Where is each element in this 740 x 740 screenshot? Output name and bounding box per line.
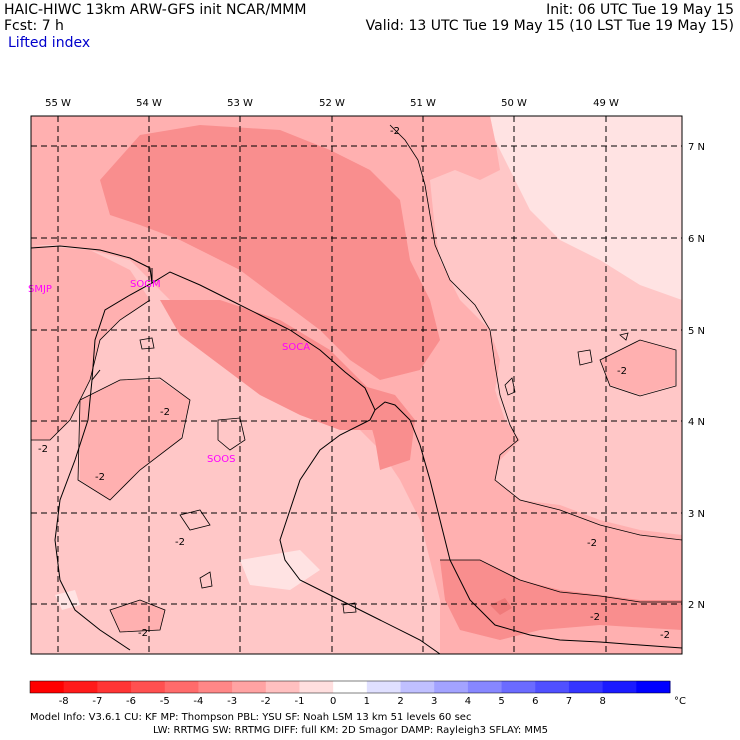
coastline-borders — [31, 245, 682, 654]
contour-label: -2 — [38, 444, 48, 455]
lon-label: 54 W — [136, 98, 162, 109]
colorbar-swatch — [299, 681, 334, 693]
contour-label-group: -2 -2 -2 -2 -2 -2 -2 -2 -2 -2 — [38, 126, 670, 641]
longitude-label-group: 55 W 54 W 53 W 52 W 51 W 50 W 49 W — [45, 98, 619, 109]
contour-label: -2 — [617, 366, 627, 377]
field-level-medium-w — [31, 245, 150, 440]
colorbar-swatch — [63, 681, 98, 693]
lat-label: 3 N — [688, 509, 705, 520]
field-name: Lifted index — [8, 35, 91, 51]
colorbar-tick-label: -8 — [59, 696, 69, 707]
field-level-dark-s — [440, 560, 682, 640]
shaded-field — [31, 116, 682, 654]
colorbar-swatch — [232, 681, 267, 693]
contour-label: -2 — [390, 126, 400, 137]
lat-label: 7 N — [688, 142, 705, 153]
contour-label: -2 — [587, 538, 597, 549]
field-level-dark-n — [100, 125, 440, 380]
lat-label: 5 N — [688, 326, 705, 337]
lon-label: 53 W — [227, 98, 253, 109]
field-level-medium-sw — [80, 380, 190, 500]
contour-label: -2 — [138, 628, 148, 639]
lat-label: 4 N — [688, 417, 705, 428]
colorbar-swatch — [97, 681, 132, 693]
colorbar-swatch — [535, 681, 570, 693]
lon-label: 55 W — [45, 98, 71, 109]
colorbar-swatch — [636, 681, 671, 693]
lat-lon-grid — [31, 116, 682, 654]
model-info-line2: LW: RRTMG SW: RRTMG DIFF: full KM: 2D Sm… — [153, 725, 549, 736]
colorbar-tick-label: -4 — [193, 696, 203, 707]
lon-label: 52 W — [319, 98, 345, 109]
station-label-smjp: SMJP — [28, 284, 52, 295]
map-frame — [30, 115, 683, 655]
contour-label: -2 — [175, 537, 185, 548]
colorbar-swatch — [131, 681, 166, 693]
field-level-medium-e — [600, 340, 675, 395]
lat-label: 2 N — [688, 600, 705, 611]
contour-label: -2 — [95, 472, 105, 483]
model-title: HAIC-HIWC 13km ARW-GFS init NCAR/MMM — [4, 2, 307, 18]
station-label-soos: SOOS — [207, 454, 235, 465]
model-info-line1: Model Info: V3.6.1 CU: KF MP: Thompson P… — [30, 712, 472, 723]
colorbar-tick-label: -7 — [92, 696, 102, 707]
contour-label: -2 — [660, 630, 670, 641]
field-level-verylight-ne — [490, 116, 682, 300]
colorbar-tick-label: -5 — [160, 696, 170, 707]
colorbar-tick-label: 7 — [566, 696, 572, 707]
colorbar-tick-label: -1 — [294, 696, 304, 707]
colorbar-tick-label: 1 — [364, 696, 370, 707]
contour-lines — [31, 124, 682, 633]
contour-label: -2 — [590, 612, 600, 623]
init-time: Init: 06 UTC Tue 19 May 15 — [546, 2, 734, 18]
colorbar-tick-label: -2 — [261, 696, 271, 707]
colorbar-swatch — [265, 681, 300, 693]
colorbar-swatch — [501, 681, 536, 693]
colorbar-outline — [29, 680, 671, 694]
colorbar — [29, 680, 671, 694]
field-level-darkest-s — [490, 598, 512, 615]
station-label-sogm: SOGM — [130, 279, 161, 290]
field-level-medium-s — [110, 600, 165, 632]
colorbar-tick-label: 0 — [330, 696, 336, 707]
colorbar-tick-label: 6 — [532, 696, 538, 707]
colorbar-swatch — [198, 681, 233, 693]
colorbar-swatch — [434, 681, 469, 693]
colorbar-tick-label: -6 — [126, 696, 136, 707]
colorbar-swatch — [333, 681, 368, 693]
colorbar-swatch — [568, 681, 604, 693]
colorbar-tick-labels: -8 -7 -6 -5 -4 -3 -2 -1 0 1 2 3 4 5 6 7 8 — [59, 696, 606, 707]
colorbar-unit: °C — [674, 696, 686, 707]
colorbar-swatch — [400, 681, 435, 693]
contour-label: -2 — [160, 407, 170, 418]
colorbar-swatch — [164, 681, 199, 693]
lon-label: 49 W — [593, 98, 619, 109]
colorbar-tick-label: 8 — [599, 696, 605, 707]
station-label-group: SMJP SOGM SOCA SOOS — [28, 279, 310, 465]
colorbar-swatch — [602, 681, 637, 693]
colorbar-swatch — [366, 681, 402, 693]
colorbar-tick-label: 2 — [397, 696, 403, 707]
colorbar-swatch — [30, 681, 65, 693]
latitude-label-group: 7 N 6 N 5 N 4 N 3 N 2 N — [688, 142, 705, 611]
colorbar-tick-label: 5 — [498, 696, 504, 707]
field-level-verylight-sw — [55, 590, 80, 610]
colorbar-tick-label: 4 — [465, 696, 471, 707]
colorbar-tick-label: -3 — [227, 696, 237, 707]
valid-time: Valid: 13 UTC Tue 19 May 15 (10 LST Tue … — [365, 18, 734, 34]
lat-label: 6 N — [688, 234, 705, 245]
colorbar-tick-label: 3 — [431, 696, 437, 707]
forecast-hour: Fcst: 7 h — [4, 18, 64, 34]
colorbar-swatch — [467, 681, 503, 693]
lon-label: 50 W — [501, 98, 527, 109]
lon-label: 51 W — [410, 98, 436, 109]
station-label-soca: SOCA — [282, 342, 310, 353]
